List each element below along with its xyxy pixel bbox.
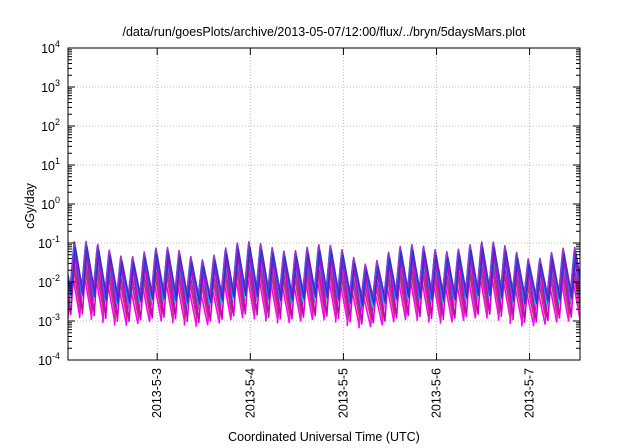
y-tick-label: 103 [41,78,60,95]
chart-title: /data/run/goesPlots/archive/2013-05-07/1… [122,25,526,39]
y-tick-label: 10-1 [38,234,60,251]
x-tick-label: 2013-5-6 [429,368,443,418]
y-axis-ticks: 10-4 10-3 10-2 10-1 100 101 102 103 104 [38,39,580,368]
y-tick-label: 100 [41,195,60,212]
x-tick-label: 2013-5-3 [150,368,164,418]
x-axis-ticks: 2013-5-3 2013-5-4 2013-5-5 2013-5-6 2013-5-7 [150,48,537,418]
series-line [68,246,580,307]
series-line [68,252,580,325]
x-tick-label: 2013-5-4 [243,368,257,418]
x-tick-label: 2013-5-7 [523,368,537,418]
y-tick-label: 10-4 [38,351,60,368]
y-tick-label: 101 [41,156,60,173]
y-tick-label: 104 [41,39,60,56]
x-tick-label: 2013-5-5 [336,368,350,418]
y-tick-label: 102 [41,117,60,134]
y-axis-label: cGy/day [23,182,37,229]
y-tick-label: 10-3 [38,312,60,329]
y-tick-label: 10-2 [38,273,60,290]
x-axis-label: Coordinated Universal Time (UTC) [228,430,420,444]
series-lines [68,240,580,329]
